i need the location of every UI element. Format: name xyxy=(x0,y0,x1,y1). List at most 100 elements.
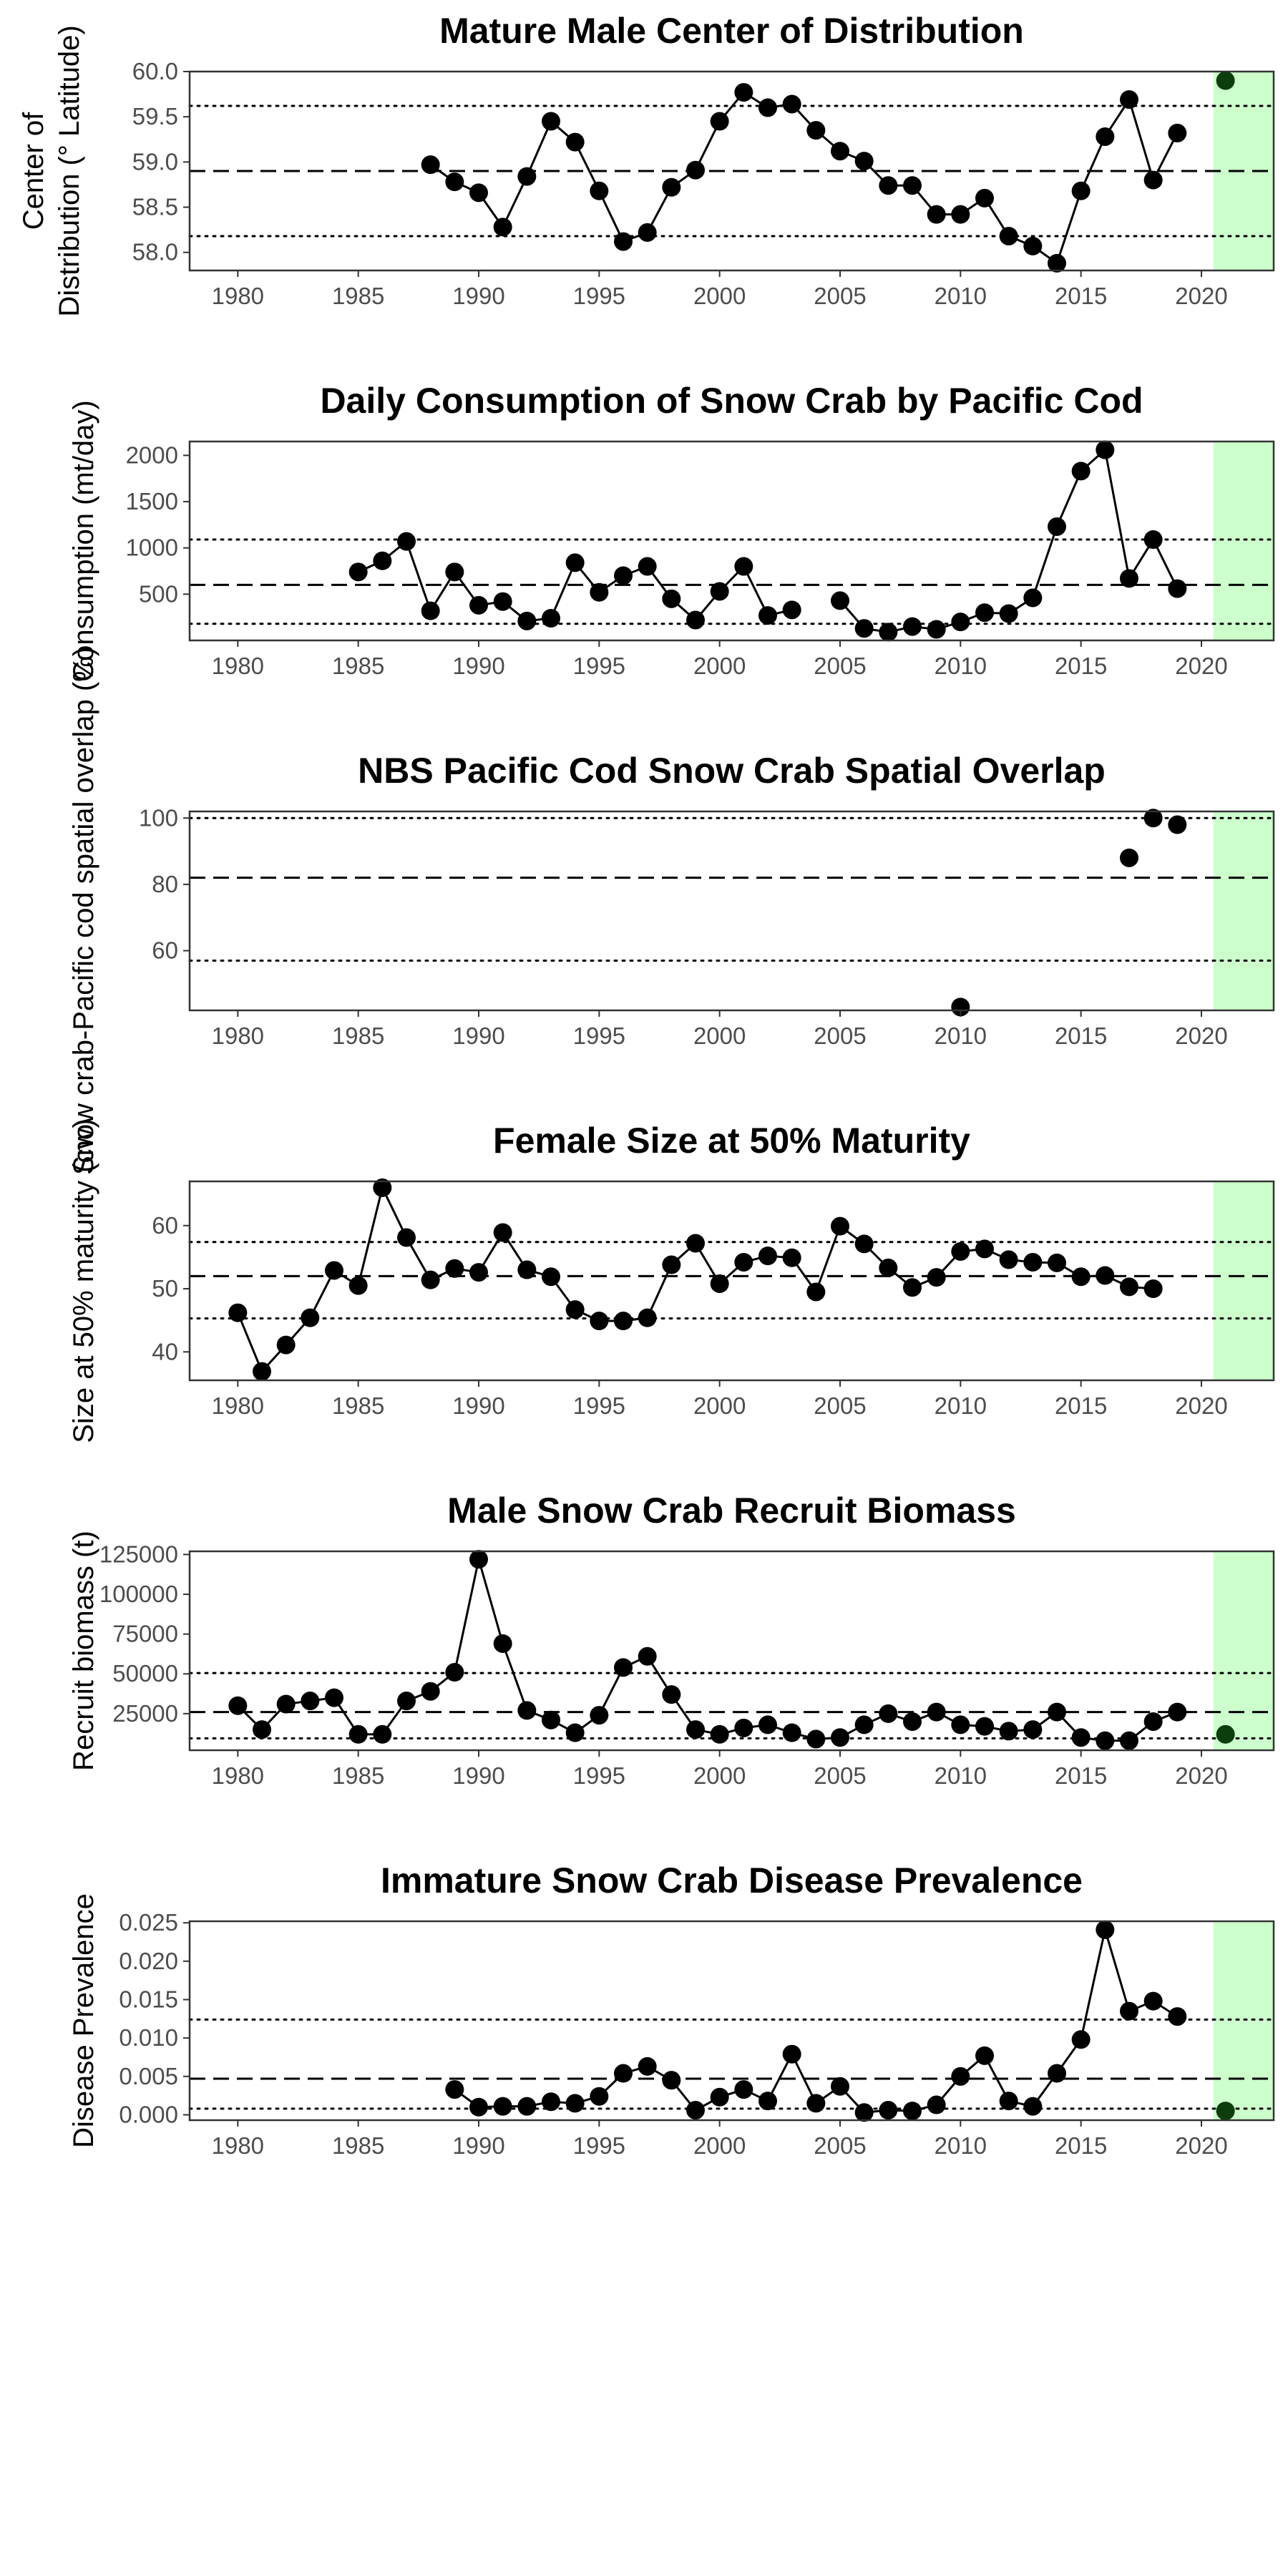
panel-border xyxy=(188,1180,1275,1382)
data-point-2004 xyxy=(806,1729,826,1749)
highlight-band xyxy=(1213,1181,1274,1380)
x-tick-label: 2020 xyxy=(1175,1762,1227,1789)
data-point-2014 xyxy=(1048,517,1066,536)
data-point-1998 xyxy=(662,589,681,608)
data-point-1989 xyxy=(445,1259,464,1278)
x-tick-label: 1995 xyxy=(573,2132,625,2159)
data-point-2008 xyxy=(903,617,922,636)
data-point-1985 xyxy=(348,1276,368,1295)
current-year-point xyxy=(1216,71,1235,90)
data-point-2007 xyxy=(879,2101,898,2120)
data-point-2016 xyxy=(1096,1920,1115,1939)
data-point-2006 xyxy=(854,152,874,171)
data-point-2012 xyxy=(999,226,1018,245)
y-tick-label: 59.0 xyxy=(132,148,178,175)
chart-panel-3: 1980 1985 1990 1995 2000 2005 2010 2015 2020 60 80… xyxy=(68,647,1275,1175)
x-tick-label: 1985 xyxy=(332,283,384,309)
data-point-1986 xyxy=(373,551,392,570)
data-point-1980 xyxy=(228,1303,248,1322)
y-tick-label: 60 xyxy=(152,937,178,964)
x-tick-label: 1995 xyxy=(573,1392,625,1419)
x-tick-label: 2015 xyxy=(1055,1023,1107,1049)
x-tick-label: 1980 xyxy=(212,283,264,309)
data-point-1998 xyxy=(662,1685,681,1704)
data-point-1981 xyxy=(253,1720,271,1740)
data-point-1986 xyxy=(373,1178,392,1197)
y-tick-label: 75000 xyxy=(112,1621,178,1647)
data-point-1995 xyxy=(590,181,609,200)
x-tick-label: 2010 xyxy=(935,283,987,309)
x-tick-label: 2005 xyxy=(814,1023,866,1049)
data-point-2004 xyxy=(806,1282,826,1302)
data-point-2009 xyxy=(927,2095,946,2114)
y-tick-label: 0.005 xyxy=(119,2063,178,2089)
data-point-1988 xyxy=(421,1682,440,1701)
data-point-1988 xyxy=(421,1270,440,1289)
data-point-1985 xyxy=(348,562,368,582)
x-tick-label: 2000 xyxy=(693,2132,746,2159)
highlight-band xyxy=(1213,1921,1274,2120)
data-point-2009 xyxy=(927,205,946,224)
data-point-2007 xyxy=(879,176,898,195)
x-tick-label: 1990 xyxy=(452,1023,504,1049)
data-point-2008 xyxy=(903,176,922,195)
x-tick-label: 1980 xyxy=(212,653,264,679)
data-point-1991 xyxy=(493,1634,512,1653)
data-point-2011 xyxy=(975,188,994,208)
data-point-2013 xyxy=(1023,588,1043,608)
panel-border xyxy=(188,440,1275,642)
x-tick-label: 2015 xyxy=(1055,2132,1107,2159)
x-tick-label: 2010 xyxy=(935,2132,987,2159)
data-point-1997 xyxy=(638,557,657,576)
data-point-1995 xyxy=(590,582,609,602)
highlight-band xyxy=(1213,811,1274,1010)
chart-panel-6: 1980 1985 1990 1995 2000 2005 2010 2015 2020 0.00… xyxy=(68,1860,1275,2159)
data-point-2005 xyxy=(831,142,849,161)
data-point-2019 xyxy=(1168,123,1187,142)
x-tick-label: 2010 xyxy=(935,653,987,679)
data-point-1987 xyxy=(397,1692,416,1711)
data-point-2011 xyxy=(975,603,994,623)
data-point-1990 xyxy=(469,595,488,615)
panel-title: Male Snow Crab Recruit Biomass xyxy=(447,1491,1016,1531)
data-point-1996 xyxy=(614,1658,633,1677)
data-point-2017 xyxy=(1120,90,1138,109)
data-point-1993 xyxy=(542,112,560,131)
data-point-2014 xyxy=(1048,1253,1066,1272)
panel-title: Immature Snow Crab Disease Prevalence xyxy=(381,1860,1083,1901)
x-tick-label: 2015 xyxy=(1055,1392,1107,1419)
data-point-1992 xyxy=(517,1260,537,1279)
data-point-2015 xyxy=(1071,462,1091,481)
data-point-2002 xyxy=(758,1246,777,1266)
y-tick-label: 80 xyxy=(152,871,178,897)
y-axis-label: Consumption (mt/day) xyxy=(68,400,99,681)
data-point-2019 xyxy=(1168,815,1187,834)
data-point-2010 xyxy=(951,2067,970,2086)
x-tick-label: 2010 xyxy=(935,1392,987,1419)
y-axis-label: Recruit biomass (t) xyxy=(68,1531,99,1771)
data-point-2007 xyxy=(879,1258,898,1277)
x-tick-label: 1980 xyxy=(212,1392,264,1419)
x-tick-label: 1995 xyxy=(573,1023,625,1049)
data-point-2014 xyxy=(1048,2064,1066,2083)
data-point-2001 xyxy=(734,2080,753,2099)
x-tick-label: 2020 xyxy=(1175,1392,1227,1419)
chart-panel-5: 1980 1985 1990 1995 2000 2005 2010 2015 2020 2500… xyxy=(68,1491,1275,1789)
data-point-1982 xyxy=(276,1694,296,1714)
data-point-1988 xyxy=(421,155,440,175)
y-tick-label: 0.025 xyxy=(119,1909,178,1936)
data-point-2004 xyxy=(806,2094,826,2113)
data-point-1991 xyxy=(493,218,512,237)
x-tick-label: 2000 xyxy=(693,1023,746,1049)
x-tick-label: 2010 xyxy=(935,1762,987,1789)
data-point-1990 xyxy=(469,2097,488,2117)
x-tick-label: 2000 xyxy=(693,1392,746,1419)
data-point-2005 xyxy=(831,1216,849,1236)
data-point-2009 xyxy=(927,620,946,639)
x-tick-label: 2015 xyxy=(1055,1762,1107,1789)
data-point-2007 xyxy=(879,623,898,642)
data-point-2010 xyxy=(951,1241,970,1261)
data-point-2010 xyxy=(951,997,970,1017)
panel-title: Female Size at 50% Maturity xyxy=(493,1121,970,1161)
